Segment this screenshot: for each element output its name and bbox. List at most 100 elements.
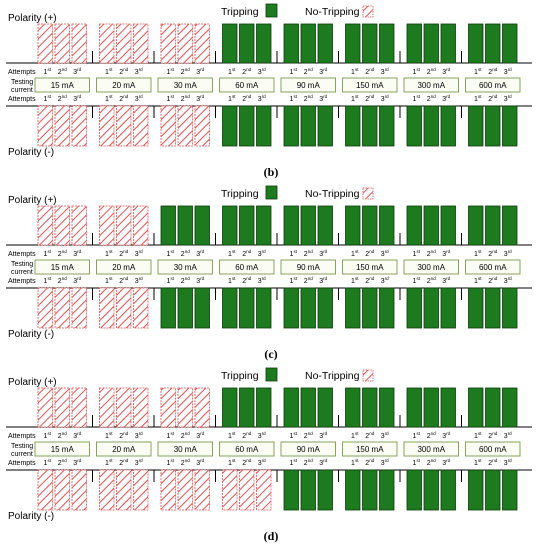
neg-bar-8-3-tripping <box>502 469 518 511</box>
neg-bar-3-1-no-tripping <box>160 469 176 511</box>
panel-c: Tripping No-Tripping Polarity (+) Attempts T… <box>6 185 532 361</box>
neg-bar-5-3-tripping <box>317 105 333 147</box>
current-value-2: 20 mA <box>112 81 136 90</box>
neg-bar-7-2-tripping <box>423 287 439 329</box>
attempts-label-lower: Attempts <box>8 278 36 285</box>
current-value-8: 600 mA <box>479 263 507 272</box>
lower-2-ordinal-1: 1st <box>105 94 113 103</box>
upper-3-ordinal-1: 1st <box>167 67 175 76</box>
current-value-8: 600 mA <box>479 445 507 454</box>
pos-bar-5-2-tripping <box>300 387 316 428</box>
lower-7-ordinal-3: 3rd <box>442 94 450 103</box>
lower-1-ordinal-2: 2nd <box>58 458 67 467</box>
current-value-1: 15 mA <box>51 445 75 454</box>
neg-bar-3-2-tripping <box>177 287 193 329</box>
upper-7-ordinal-3: 3rd <box>442 67 450 76</box>
neg-bar-4-2-no-tripping <box>239 469 255 511</box>
current-box-7 <box>403 259 459 275</box>
upper-6-ordinal-2: 2nd <box>365 67 374 76</box>
upper-4-ordinal-2: 2nd <box>242 431 251 440</box>
upper-6-ordinal-1: 1st <box>351 249 359 258</box>
lower-4-ordinal-3: 3rd <box>258 94 266 103</box>
lower-8-ordinal-3: 3rd <box>504 458 512 467</box>
upper-5-ordinal-2: 2nd <box>304 431 313 440</box>
pos-bar-3-3-tripping <box>194 205 210 246</box>
legend-no-tripping-swatch <box>362 187 374 200</box>
neg-bar-5-1-tripping <box>283 287 299 329</box>
upper-1-ordinal-3: 3rd <box>73 67 81 76</box>
pos-bar-7-3-tripping <box>440 387 456 428</box>
upper-2-ordinal-1: 1st <box>105 431 113 440</box>
upper-1-ordinal-2: 2nd <box>58 67 67 76</box>
attempts-label-lower: Attempts <box>8 460 36 467</box>
current-box-8 <box>465 77 521 93</box>
lower-4-ordinal-2: 2nd <box>242 94 251 103</box>
pos-bar-8-1-tripping <box>468 23 484 64</box>
pos-bar-7-3-tripping <box>440 23 456 64</box>
neg-bar-4-2-tripping <box>239 287 255 329</box>
neg-bar-2-1-no-tripping <box>99 105 115 147</box>
current-box-2 <box>96 259 152 275</box>
current-label: current <box>11 87 33 94</box>
upper-6-ordinal-3: 3rd <box>381 249 389 258</box>
upper-3-ordinal-1: 1st <box>167 249 175 258</box>
panel-caption: (c) <box>264 347 277 361</box>
pos-bar-1-1-no-tripping <box>37 205 53 246</box>
upper-7-ordinal-2: 2nd <box>427 67 436 76</box>
current-box-3 <box>157 259 213 275</box>
upper-4-ordinal-1: 1st <box>228 67 236 76</box>
neg-bar-6-1-tripping <box>345 469 361 511</box>
attempts-label: Attempts <box>8 251 36 258</box>
lower-1-ordinal-2: 2nd <box>58 276 67 285</box>
panels-root: Tripping No-Tripping Polarity (+) Attempts T… <box>6 3 532 543</box>
pos-bar-4-1-tripping <box>222 205 238 246</box>
polarity-negative-label: Polarity (-) <box>8 511 54 522</box>
pos-bar-8-2-tripping <box>485 387 501 428</box>
lower-3-ordinal-2: 2nd <box>181 458 190 467</box>
pos-bar-3-2-no-tripping <box>177 387 193 428</box>
pos-bar-5-1-tripping <box>283 387 299 428</box>
lower-7-ordinal-2: 2nd <box>427 94 436 103</box>
current-value-6: 150 mA <box>356 81 384 90</box>
lower-7-ordinal-3: 3rd <box>442 276 450 285</box>
pos-bar-2-1-no-tripping <box>99 387 115 428</box>
neg-bar-2-1-no-tripping <box>99 287 115 329</box>
neg-bar-2-2-no-tripping <box>116 105 132 147</box>
lower-7-ordinal-1: 1st <box>413 94 421 103</box>
lower-8-ordinal-3: 3rd <box>504 276 512 285</box>
current-label: current <box>11 269 33 276</box>
pos-bar-7-2-tripping <box>423 23 439 64</box>
lower-7-ordinal-3: 3rd <box>442 458 450 467</box>
neg-bar-4-3-tripping <box>256 105 272 147</box>
pos-bar-5-1-tripping <box>283 23 299 64</box>
lower-6-ordinal-1: 1st <box>351 458 359 467</box>
pos-bar-4-3-tripping <box>256 23 272 64</box>
current-box-4 <box>219 259 275 275</box>
upper-5-ordinal-1: 1st <box>290 431 298 440</box>
pos-bar-4-2-tripping <box>239 205 255 246</box>
neg-bar-8-1-tripping <box>468 287 484 329</box>
lower-4-ordinal-1: 1st <box>228 94 236 103</box>
pos-bar-1-1-no-tripping <box>37 23 53 64</box>
lower-4-ordinal-1: 1st <box>228 458 236 467</box>
upper-7-ordinal-2: 2nd <box>427 249 436 258</box>
attempts-label: Attempts <box>8 433 36 440</box>
current-value-1: 15 mA <box>51 263 75 272</box>
upper-3-ordinal-3: 3rd <box>196 67 204 76</box>
neg-bar-5-2-tripping <box>300 287 316 329</box>
neg-bar-8-2-tripping <box>485 469 501 511</box>
lower-6-ordinal-2: 2nd <box>365 458 374 467</box>
lower-8-ordinal-1: 1st <box>474 458 482 467</box>
pos-bar-4-1-tripping <box>222 387 238 428</box>
neg-bar-5-1-tripping <box>283 469 299 511</box>
pos-bar-8-3-tripping <box>502 205 518 246</box>
pos-bar-3-1-no-tripping <box>160 23 176 64</box>
lower-8-ordinal-1: 1st <box>474 276 482 285</box>
lower-6-ordinal-3: 3rd <box>381 276 389 285</box>
lower-2-ordinal-1: 1st <box>105 458 113 467</box>
neg-bar-7-2-tripping <box>423 105 439 147</box>
upper-6-ordinal-3: 3rd <box>381 431 389 440</box>
lower-7-ordinal-2: 2nd <box>427 276 436 285</box>
lower-4-ordinal-1: 1st <box>228 276 236 285</box>
lower-2-ordinal-1: 1st <box>105 276 113 285</box>
